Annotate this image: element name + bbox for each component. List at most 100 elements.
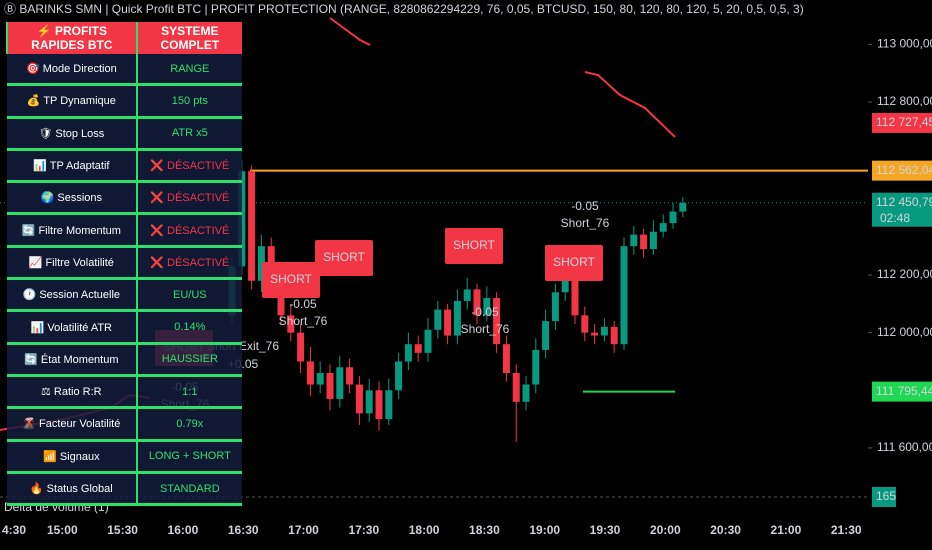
price-tag xyxy=(872,381,932,402)
candle-body xyxy=(630,234,638,247)
trade-name: Short_76 xyxy=(561,216,610,230)
table-cell: 📊 TP Adaptatif xyxy=(7,149,137,184)
table-cell: 🛡 Stop Loss xyxy=(7,117,137,151)
candle-body xyxy=(551,292,559,322)
x-tick-label: 18:00 xyxy=(409,523,440,537)
table-row: 🔥 Status Global STANDARD xyxy=(7,472,242,507)
table-cell: 1:1 xyxy=(135,375,242,410)
candle-body xyxy=(483,298,491,316)
table-row: 🛡 Stop Loss ATR x5 xyxy=(7,117,242,151)
candle-body xyxy=(542,321,550,350)
table-cell: 💰 TP Dynamique xyxy=(7,84,137,119)
x-tick-label: 16:30 xyxy=(228,523,259,537)
short-label: SHORT xyxy=(453,238,495,252)
price-tag-label: 112 562,04 xyxy=(876,163,932,177)
x-tick-label: 16:00 xyxy=(168,523,199,537)
table-cell: ATR x5 xyxy=(135,117,242,151)
table-cell: ❌ DÉSACTIVÉ xyxy=(135,181,242,216)
x-tick-label: 21:30 xyxy=(831,523,862,537)
y-tick-label: 111 600,00 xyxy=(877,440,932,454)
price-tag-label: 112 727,45 xyxy=(876,115,932,129)
table-row: 💰 TP Dynamique 150 pts xyxy=(7,84,242,119)
x-tick-label: 15:30 xyxy=(107,523,138,537)
price-tag xyxy=(872,160,932,181)
x-tick-label: 4:30 xyxy=(2,523,26,537)
y-tick-label: 112 800,00 xyxy=(877,94,932,108)
x-tick-label: 20:30 xyxy=(710,523,741,537)
candle-body xyxy=(424,329,432,353)
table-cell: 🕐 Session Actuelle xyxy=(7,278,137,313)
volume-tag-bg xyxy=(872,487,896,507)
trade-name: Short_76 xyxy=(279,314,328,328)
x-tick-label: 19:00 xyxy=(529,523,560,537)
countdown: 02:48 xyxy=(880,211,910,225)
table-cell: ⚖ Ratio R:R xyxy=(7,375,137,410)
short-label-bg xyxy=(545,245,603,281)
candle-body xyxy=(610,326,618,345)
candle-body xyxy=(473,289,481,316)
candle-body xyxy=(287,315,295,333)
table-cell: 🌍 Sessions xyxy=(7,181,137,216)
table-cell: ⚡ PROFITS RAPIDES BTC xyxy=(6,22,137,54)
x-tick-label: 19:30 xyxy=(590,523,621,537)
price-tag xyxy=(872,112,932,133)
table-cell: 0.79x xyxy=(135,407,242,442)
candle-body xyxy=(669,211,677,224)
price-axis-bg xyxy=(868,0,932,550)
candle-body xyxy=(659,223,667,232)
indicator-title: Ⓑ BARINKS SMN | Quick Profit BTC | PROFI… xyxy=(4,2,804,16)
table-cell: STANDARD xyxy=(135,472,242,507)
candle-body xyxy=(297,332,305,362)
candle-body xyxy=(581,315,589,333)
candle-body xyxy=(395,361,403,391)
candle-body xyxy=(306,361,314,385)
table-cell: RANGE xyxy=(135,54,242,87)
candle-body xyxy=(404,344,412,362)
table-cell: LONG + SHORT xyxy=(135,440,242,474)
x-tick-label: 21:00 xyxy=(771,523,802,537)
candle-body xyxy=(277,283,285,316)
candle-body xyxy=(346,367,354,385)
candle-body xyxy=(561,280,569,293)
candle-body xyxy=(591,332,599,336)
table-cell: 0.14% xyxy=(135,310,242,345)
table-row: 📊 Volatilité ATR 0.14% xyxy=(7,310,242,345)
price-tag xyxy=(872,192,932,227)
candle-body xyxy=(257,246,265,281)
table-cell: ❌ DÉSACTIVÉ xyxy=(135,149,242,184)
table-cell: ❌ DÉSACTIVÉ xyxy=(135,246,242,281)
price-tag-label: 112 450,79 xyxy=(876,195,932,209)
y-tick-label: 112 000,00 xyxy=(877,325,932,339)
table-row: ⚖ Ratio R:R 1:1 xyxy=(7,375,242,410)
table-row: 📊 TP Adaptatif ❌ DÉSACTIVÉ xyxy=(7,149,242,184)
candle-body xyxy=(620,246,628,345)
candle-body xyxy=(248,171,256,281)
x-tick-label: 18:30 xyxy=(469,523,500,537)
table-row: 📈 Filtre Volatilité ❌ DÉSACTIVÉ xyxy=(7,246,242,281)
indicator-line xyxy=(329,17,676,138)
table-cell: ❌ DÉSACTIVÉ xyxy=(135,213,242,248)
pnl-label: -0.05 xyxy=(471,305,499,319)
volume-tag: 165 xyxy=(876,489,896,503)
short-label: SHORT xyxy=(553,255,595,269)
candle-body xyxy=(522,384,530,402)
candle-body xyxy=(355,384,363,414)
table-row: 🌋 Facteur Volatilité 0.79x xyxy=(7,407,242,442)
candle-body xyxy=(316,373,324,385)
table-cell: 🌋 Facteur Volatilité xyxy=(7,407,137,442)
candle-body xyxy=(463,289,471,301)
candle-body xyxy=(649,231,657,250)
candle-body xyxy=(640,234,648,250)
candle-body xyxy=(414,344,422,353)
candle-body xyxy=(512,373,520,402)
candle-body xyxy=(532,349,540,385)
info-table: ⚡ PROFITS RAPIDES BTC SYSTEME COMPLET 🎯 Mo… xyxy=(6,22,242,507)
y-tick-label: 112 200,00 xyxy=(877,267,932,281)
candle-body xyxy=(571,280,579,316)
trade-name: Short_76 xyxy=(461,322,510,336)
candle-body xyxy=(600,326,608,336)
table-cell: 🔄 Filtre Momentum xyxy=(7,213,137,248)
table-row: 🔄 État Momentum HAUSSIER xyxy=(7,343,242,377)
